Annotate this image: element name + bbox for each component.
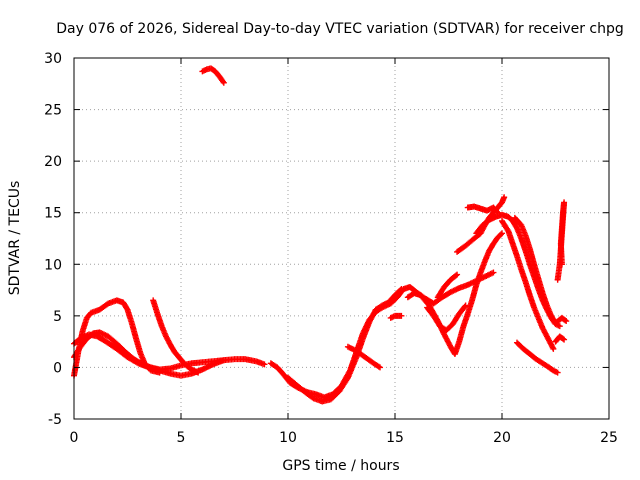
series-track-20 (554, 199, 568, 283)
data-point (558, 261, 565, 268)
y-axis-label: SDTVAR / TECUs (7, 181, 23, 296)
data-point (452, 272, 459, 279)
data-point (219, 78, 226, 85)
data-point (490, 269, 497, 276)
plot-frame (73, 57, 610, 420)
series-track-17 (511, 214, 570, 327)
series-track-14 (464, 203, 501, 216)
series-track-4 (150, 297, 202, 376)
data-point (261, 361, 268, 368)
y-tick-label: 30 (44, 51, 62, 67)
y-tick-label: -5 (48, 412, 62, 428)
y-tick-label: 10 (44, 257, 62, 273)
series-track-11 (424, 302, 469, 334)
data-point (561, 336, 568, 343)
data-point (398, 312, 405, 319)
series-track-5 (199, 65, 227, 86)
series-track-9 (387, 312, 405, 321)
data-point (375, 363, 382, 370)
series-track-2 (71, 297, 163, 379)
series-track-7 (285, 286, 405, 405)
y-tick-label: 25 (44, 103, 62, 119)
data-point (195, 369, 202, 376)
data-point (462, 302, 469, 309)
series-track-8 (344, 343, 384, 371)
series-track-12 (434, 271, 461, 301)
data-point (562, 317, 569, 324)
series-track-3 (71, 331, 227, 379)
data-point (550, 345, 557, 352)
y-tick-label: 0 (53, 360, 62, 376)
data-point (501, 194, 508, 201)
series-track-19 (552, 333, 568, 345)
data-point (377, 364, 384, 371)
x-tick-label: 20 (493, 430, 511, 446)
series-track-10 (404, 230, 505, 358)
x-tick-label: 25 (600, 430, 618, 446)
data-point (461, 303, 468, 310)
series-track-18 (513, 339, 561, 376)
x-axis-label: GPS time / hours (282, 458, 399, 474)
data-point (554, 369, 561, 376)
data-point (556, 323, 563, 330)
data-point (220, 79, 227, 86)
y-tick-label: 5 (53, 309, 62, 325)
data-point (220, 357, 227, 364)
data-point (397, 287, 404, 294)
x-tick-label: 0 (70, 430, 79, 446)
x-tick-label: 5 (177, 430, 186, 446)
data-marks (71, 65, 570, 405)
chart-title: Day 076 of 2026, Sidereal Day-to-day VTE… (56, 21, 624, 37)
x-tick-label: 15 (386, 430, 404, 446)
data-point (499, 230, 505, 237)
y-tick-label: 15 (44, 206, 62, 222)
series-track-16 (499, 217, 557, 352)
axis-ticks: 0 5 10 15 20 25 -5 0 5 10 15 20 25 30 (44, 51, 618, 446)
data-point (398, 286, 405, 293)
data-point (563, 318, 570, 325)
data-point (454, 271, 461, 278)
x-tick-label: 10 (279, 430, 297, 446)
data-point (559, 335, 566, 342)
data-point (497, 231, 504, 238)
y-tick-label: 20 (44, 154, 62, 170)
